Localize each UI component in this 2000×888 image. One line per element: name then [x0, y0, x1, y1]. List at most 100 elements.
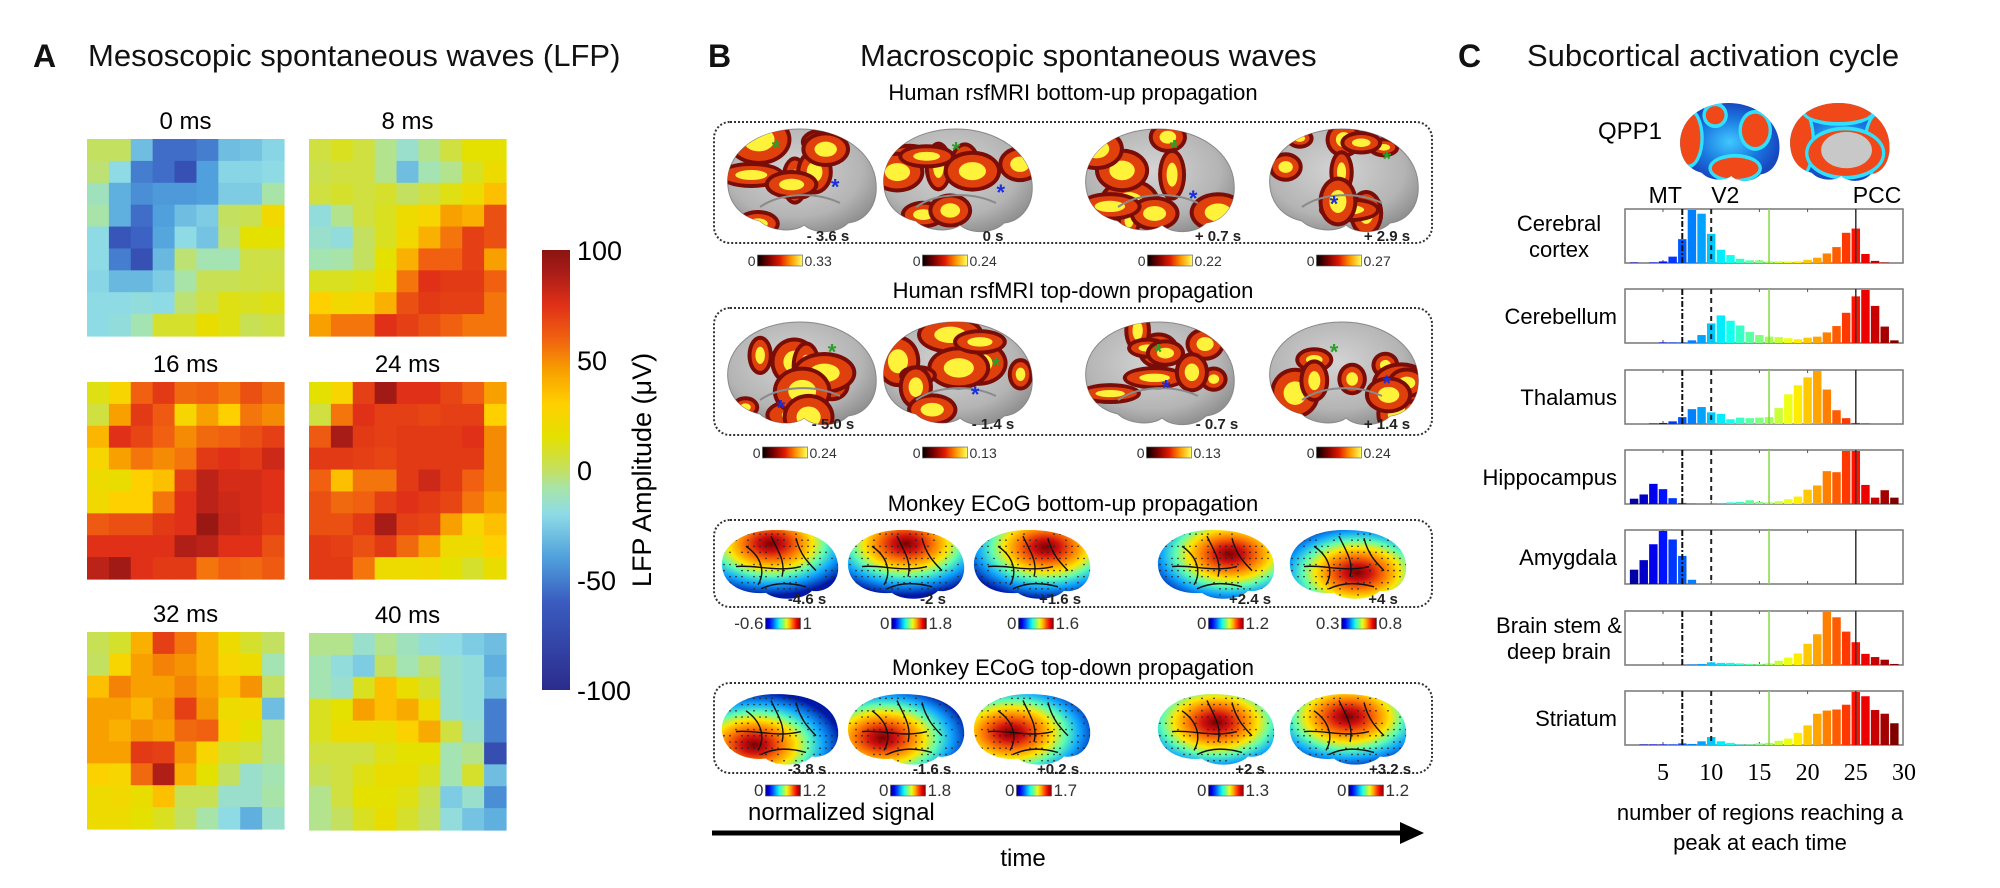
heatmap-cell [218, 557, 241, 580]
heatmap-cell [309, 425, 332, 449]
heatmap-cell [374, 535, 398, 558]
colorbar-min-label: 0 [1307, 445, 1315, 461]
heatmap-cell [352, 382, 376, 405]
heatmap-cell [196, 270, 219, 293]
colorbar-min-label: 0.3 [1316, 614, 1340, 633]
histogram-axes [1624, 369, 1904, 425]
heatmap-cell [330, 513, 354, 536]
histogram-bar [1716, 741, 1726, 745]
histogram-bar [1668, 744, 1677, 745]
heatmap-time-label: 8 ms [381, 108, 433, 135]
heatmap-cell [130, 314, 154, 337]
histogram-bar [1649, 483, 1658, 504]
heatmap-cell [196, 632, 219, 655]
heatmap-cell [174, 425, 198, 449]
heatmap-cell [330, 491, 354, 514]
heatmap-cell [218, 382, 241, 405]
histogram-bar [1687, 743, 1697, 745]
colorbar-min-label: 0 [1007, 614, 1016, 633]
heatmap-cell [152, 314, 176, 337]
histogram-bar [1668, 256, 1677, 263]
heatmap-cell [218, 491, 241, 514]
heatmap-cell [309, 513, 332, 536]
heatmap-cell [396, 786, 420, 809]
frame-colorbar [891, 617, 927, 630]
heatmap-cell [218, 292, 241, 315]
heatmap-cell [174, 314, 198, 337]
human-fmri-brain-map: ** [727, 321, 877, 425]
heatmap-cell [262, 741, 285, 764]
histogram-bar [1774, 408, 1783, 424]
histogram-bar [1861, 253, 1870, 263]
heatmap-cell [462, 764, 485, 787]
heatmap-cell [396, 720, 420, 744]
heatmap-cell [396, 226, 420, 250]
heatmap-cell [418, 491, 441, 514]
histogram-bar [1745, 500, 1754, 504]
heatmap-cell [130, 653, 154, 677]
histogram-bar [1832, 709, 1841, 745]
heatmap-cell [196, 204, 219, 228]
heatmap-cell [396, 248, 420, 271]
heatmap-cell [240, 763, 263, 786]
heatmap-cell [262, 557, 285, 580]
heatmap-cell [152, 292, 176, 315]
histogram-bar [1803, 337, 1812, 343]
heatmap-cell [196, 513, 219, 536]
histogram-bar [1639, 494, 1648, 504]
histogram-bar [1784, 657, 1793, 665]
green-asterisk-icon: * [1383, 147, 1392, 172]
heatmap-cell [396, 491, 420, 514]
heatmap-cell [130, 557, 154, 580]
frame-colorbar [765, 617, 801, 630]
heatmap-cell [108, 314, 132, 337]
region-label: Hippocampus [1482, 465, 1617, 490]
heatmap-cell [352, 676, 376, 700]
frame-colorbar [922, 446, 968, 459]
heatmap-cell [462, 447, 485, 471]
heatmap-cell [262, 270, 285, 293]
heatmap-cell [374, 447, 398, 471]
histogram-bar [1629, 498, 1639, 504]
histogram-bar [1841, 631, 1851, 665]
heatmap-cell [309, 742, 332, 765]
heatmap-cell [108, 182, 132, 206]
heatmap-cell [240, 653, 263, 677]
heatmap-cell [440, 720, 463, 744]
heatmap-cell [374, 742, 398, 765]
heatmap-cell [240, 535, 263, 558]
colorbar-min-label: 0 [913, 445, 921, 461]
colorbar-max-label: 1.2 [1246, 614, 1270, 633]
colorbar-max-label: 0.24 [810, 445, 837, 461]
histogram-bar [1793, 653, 1803, 665]
heatmap-cell [309, 676, 332, 700]
heatmap-cell [130, 160, 154, 184]
reference-line-label: V2 [1711, 182, 1739, 208]
heatmap-cell [218, 469, 241, 493]
heatmap-cell [309, 139, 332, 162]
heatmap-cell [108, 403, 132, 427]
heatmap-cell [152, 675, 176, 699]
colorbar-tick-label: 0 [577, 456, 592, 486]
green-asterisk-icon: * [772, 135, 781, 160]
histogram-bar [1793, 496, 1803, 504]
histogram-bar [1668, 342, 1677, 343]
heatmap-cell [152, 447, 176, 471]
heatmap-cell [218, 447, 241, 471]
histogram-bar [1639, 560, 1648, 584]
heatmap-cell [418, 698, 441, 722]
monkey-ecog-brain-map [847, 530, 965, 599]
heatmap-cell [374, 139, 398, 162]
heatmap-cell [484, 382, 507, 405]
colorbar-min-label: 0 [754, 781, 763, 800]
normalized-signal-label: normalized signal [748, 799, 935, 826]
colorbar-max-label: 1.2 [803, 781, 827, 800]
heatmap-cell [262, 182, 285, 206]
histogram-bar [1726, 662, 1735, 665]
frame-time-label: + 2.9 s [1364, 228, 1410, 245]
heatmap-cell [462, 654, 485, 678]
heatmap-cell [196, 248, 219, 271]
heatmap-cell [108, 447, 132, 471]
histogram-bar [1841, 704, 1851, 745]
frame-time-label: - 3.6 s [807, 228, 850, 245]
